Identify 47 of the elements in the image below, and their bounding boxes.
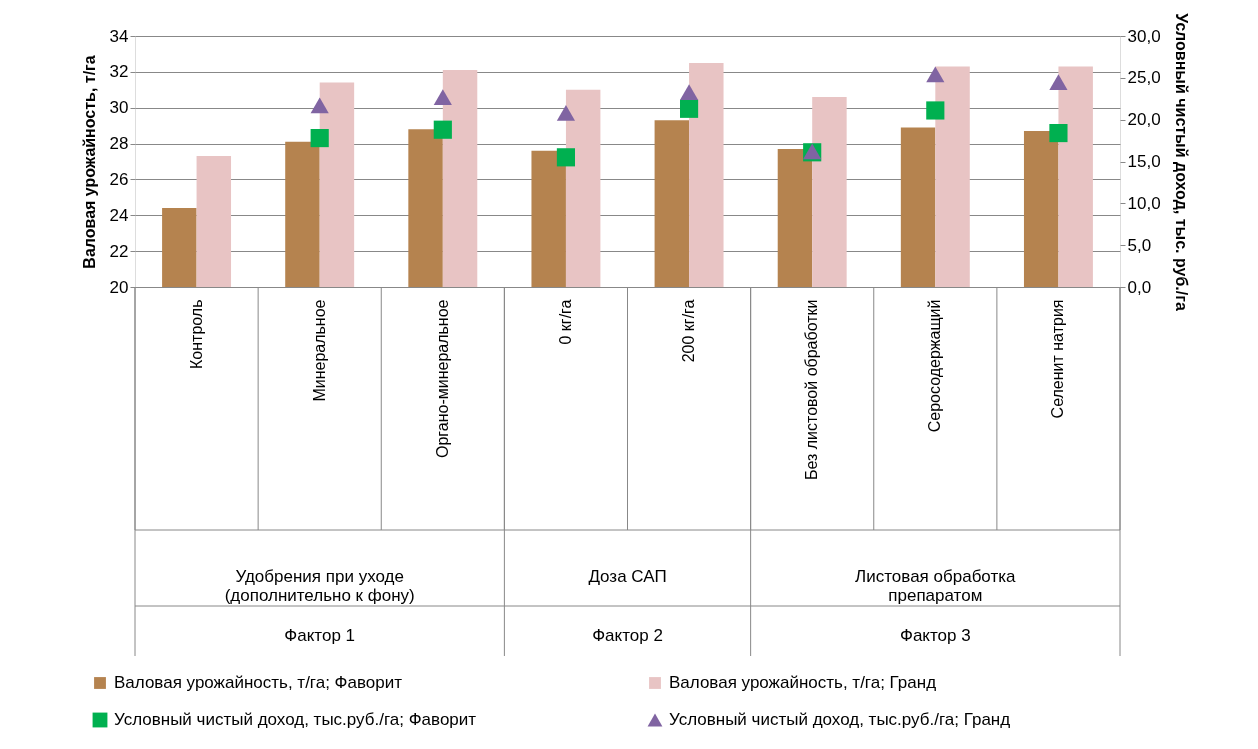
legend-label: Валовая урожайность, т/га; Фаворит <box>114 673 403 692</box>
text: Удобрения при уходе (дополнительно к фону) <box>224 567 415 605</box>
point <box>1049 123 1068 143</box>
legend-label: Валовая урожайность, т/га; Гранд <box>669 673 937 692</box>
x-tick-label: Без листовой обработки <box>803 299 821 481</box>
y-tick-label: 26 <box>109 169 129 189</box>
y-tick-label: 24 <box>109 205 129 225</box>
point <box>310 97 329 114</box>
x-tick-label: 200 кг/га <box>680 299 698 363</box>
text: Доза САП <box>588 567 667 586</box>
point <box>310 128 329 148</box>
y-axis-title: Валовая урожайность, т/га <box>80 55 98 269</box>
y2-tick-label: 0,0 <box>1127 277 1152 297</box>
legend-label: Условный чистый доход, тыс.руб./га; Фаворит <box>114 710 477 729</box>
text: Фактор 1 <box>284 626 356 645</box>
legend-label: Условный чистый доход, тыс.руб./га; Гранд <box>669 710 1011 729</box>
y2-tick-label: 10,0 <box>1127 193 1161 213</box>
text: Фактор 3 <box>899 626 971 645</box>
point <box>556 105 576 121</box>
y-tick-label: 30 <box>109 98 129 118</box>
point <box>1049 74 1068 90</box>
y-tick-label: 34 <box>109 26 129 46</box>
y2-tick-label: 15,0 <box>1127 152 1161 171</box>
x-tick-label: Контроль <box>187 299 205 369</box>
y2-tick-label: 5,0 <box>1127 235 1152 255</box>
point <box>433 120 452 139</box>
y2-axis-title: Условный чистый доход, тыс. руб./га <box>1172 13 1190 311</box>
y-tick-label: 20 <box>109 277 129 297</box>
point <box>926 101 945 120</box>
x-tick-label: 0 кг/га <box>556 299 574 345</box>
y-tick-label: 28 <box>109 134 129 154</box>
y2-tick-label: 30,0 <box>1127 26 1161 46</box>
point <box>926 66 945 83</box>
y2-tick-label: 25,0 <box>1127 68 1161 88</box>
point <box>556 148 576 167</box>
point <box>679 99 699 118</box>
x-tick-label: Селенит натрия <box>1049 299 1067 419</box>
x-tick-label: Минеральное <box>310 299 328 402</box>
x-tick-label: Органо-минеральное <box>433 299 451 459</box>
text: Фактор 2 <box>592 626 663 645</box>
y2-tick-label: 20,0 <box>1127 110 1161 130</box>
x-tick-label: Серосодержащий <box>926 299 944 433</box>
point <box>679 84 699 100</box>
point <box>433 89 452 105</box>
y-tick-label: 22 <box>109 241 129 261</box>
text: Листовая обработка препаратом <box>855 567 1017 605</box>
y-tick-label: 32 <box>109 62 129 82</box>
